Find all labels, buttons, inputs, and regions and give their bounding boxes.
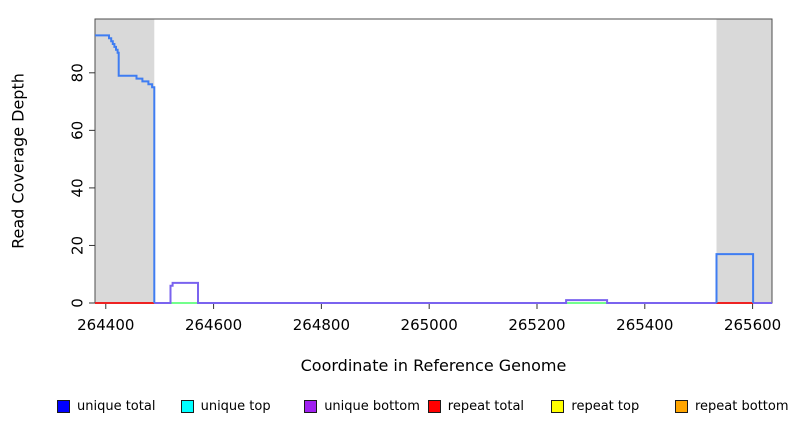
x-tick-label: 264800 (293, 316, 350, 334)
legend-item-repeat-bottom: repeat bottom (675, 399, 789, 414)
y-tick-label: 40 (69, 178, 87, 197)
y-tick-label: 0 (69, 298, 87, 308)
legend-item-unique-top: unique top (180, 399, 271, 414)
legend-item-unique-total: unique total (57, 399, 155, 414)
legend-item-unique-bottom: unique bottom (304, 399, 420, 414)
series-line-unique-total (95, 34, 156, 303)
legend-label: repeat total (447, 399, 525, 414)
legend-label: unique total (77, 399, 156, 414)
legend-item-repeat-top: repeat top (551, 399, 639, 414)
legend-swatch-icon (427, 400, 441, 413)
right-gray-region (716, 19, 772, 303)
legend-swatch-icon (180, 400, 194, 413)
legend-swatch-icon (551, 400, 565, 413)
x-tick-label: 265200 (508, 316, 565, 334)
legend-item-repeat-total: repeat total (427, 399, 525, 414)
legend: unique total unique top unique bottom repea… (0, 399, 792, 423)
y-tick-label: 60 (69, 121, 87, 140)
plot-border (94, 18, 773, 304)
x-tick-label: 265400 (616, 316, 673, 334)
y-tick-label: 80 (69, 63, 87, 82)
left-gray-region (95, 19, 155, 303)
series-line-unique-total (715, 253, 755, 303)
x-tick-label: 265000 (401, 316, 458, 334)
x-axis-title: Coordinate in Reference Genome (300, 356, 567, 375)
legend-swatch-icon (57, 400, 70, 413)
legend-label: unique bottom (324, 399, 420, 414)
y-tick-label: 20 (69, 236, 87, 255)
series-line-unique-bottom (154, 281, 717, 304)
x-tick-label: 265600 (724, 316, 781, 334)
legend-swatch-icon (304, 400, 318, 413)
y-axis-title: Read Coverage Depth (8, 73, 28, 249)
legend-label: unique top (200, 399, 271, 414)
legend-swatch-icon (675, 400, 688, 413)
x-tick-label: 264600 (185, 316, 242, 334)
legend-label: repeat bottom (695, 399, 789, 414)
x-tick-label: 264400 (77, 316, 134, 334)
legend-label: repeat top (571, 399, 640, 414)
